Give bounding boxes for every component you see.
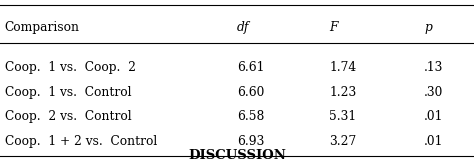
Text: Comparison: Comparison <box>5 21 80 34</box>
Text: F: F <box>329 21 338 34</box>
Text: Coop.  1 vs.  Coop.  2: Coop. 1 vs. Coop. 2 <box>5 61 136 74</box>
Text: .30: .30 <box>424 86 444 99</box>
Text: Coop.  1 + 2 vs.  Control: Coop. 1 + 2 vs. Control <box>5 135 157 148</box>
Text: df: df <box>237 21 249 34</box>
Text: 6.60: 6.60 <box>237 86 264 99</box>
Text: 6.58: 6.58 <box>237 110 264 123</box>
Text: 6.61: 6.61 <box>237 61 264 74</box>
Text: 3.27: 3.27 <box>329 135 356 148</box>
Text: DISCUSSION: DISCUSSION <box>188 149 286 162</box>
Text: 1.74: 1.74 <box>329 61 356 74</box>
Text: 6.93: 6.93 <box>237 135 264 148</box>
Text: Coop.  1 vs.  Control: Coop. 1 vs. Control <box>5 86 131 99</box>
Text: .13: .13 <box>424 61 444 74</box>
Text: Coop.  2 vs.  Control: Coop. 2 vs. Control <box>5 110 131 123</box>
Text: .01: .01 <box>424 135 444 148</box>
Text: .01: .01 <box>424 110 444 123</box>
Text: p: p <box>424 21 432 34</box>
Text: 1.23: 1.23 <box>329 86 356 99</box>
Text: 5.31: 5.31 <box>329 110 356 123</box>
